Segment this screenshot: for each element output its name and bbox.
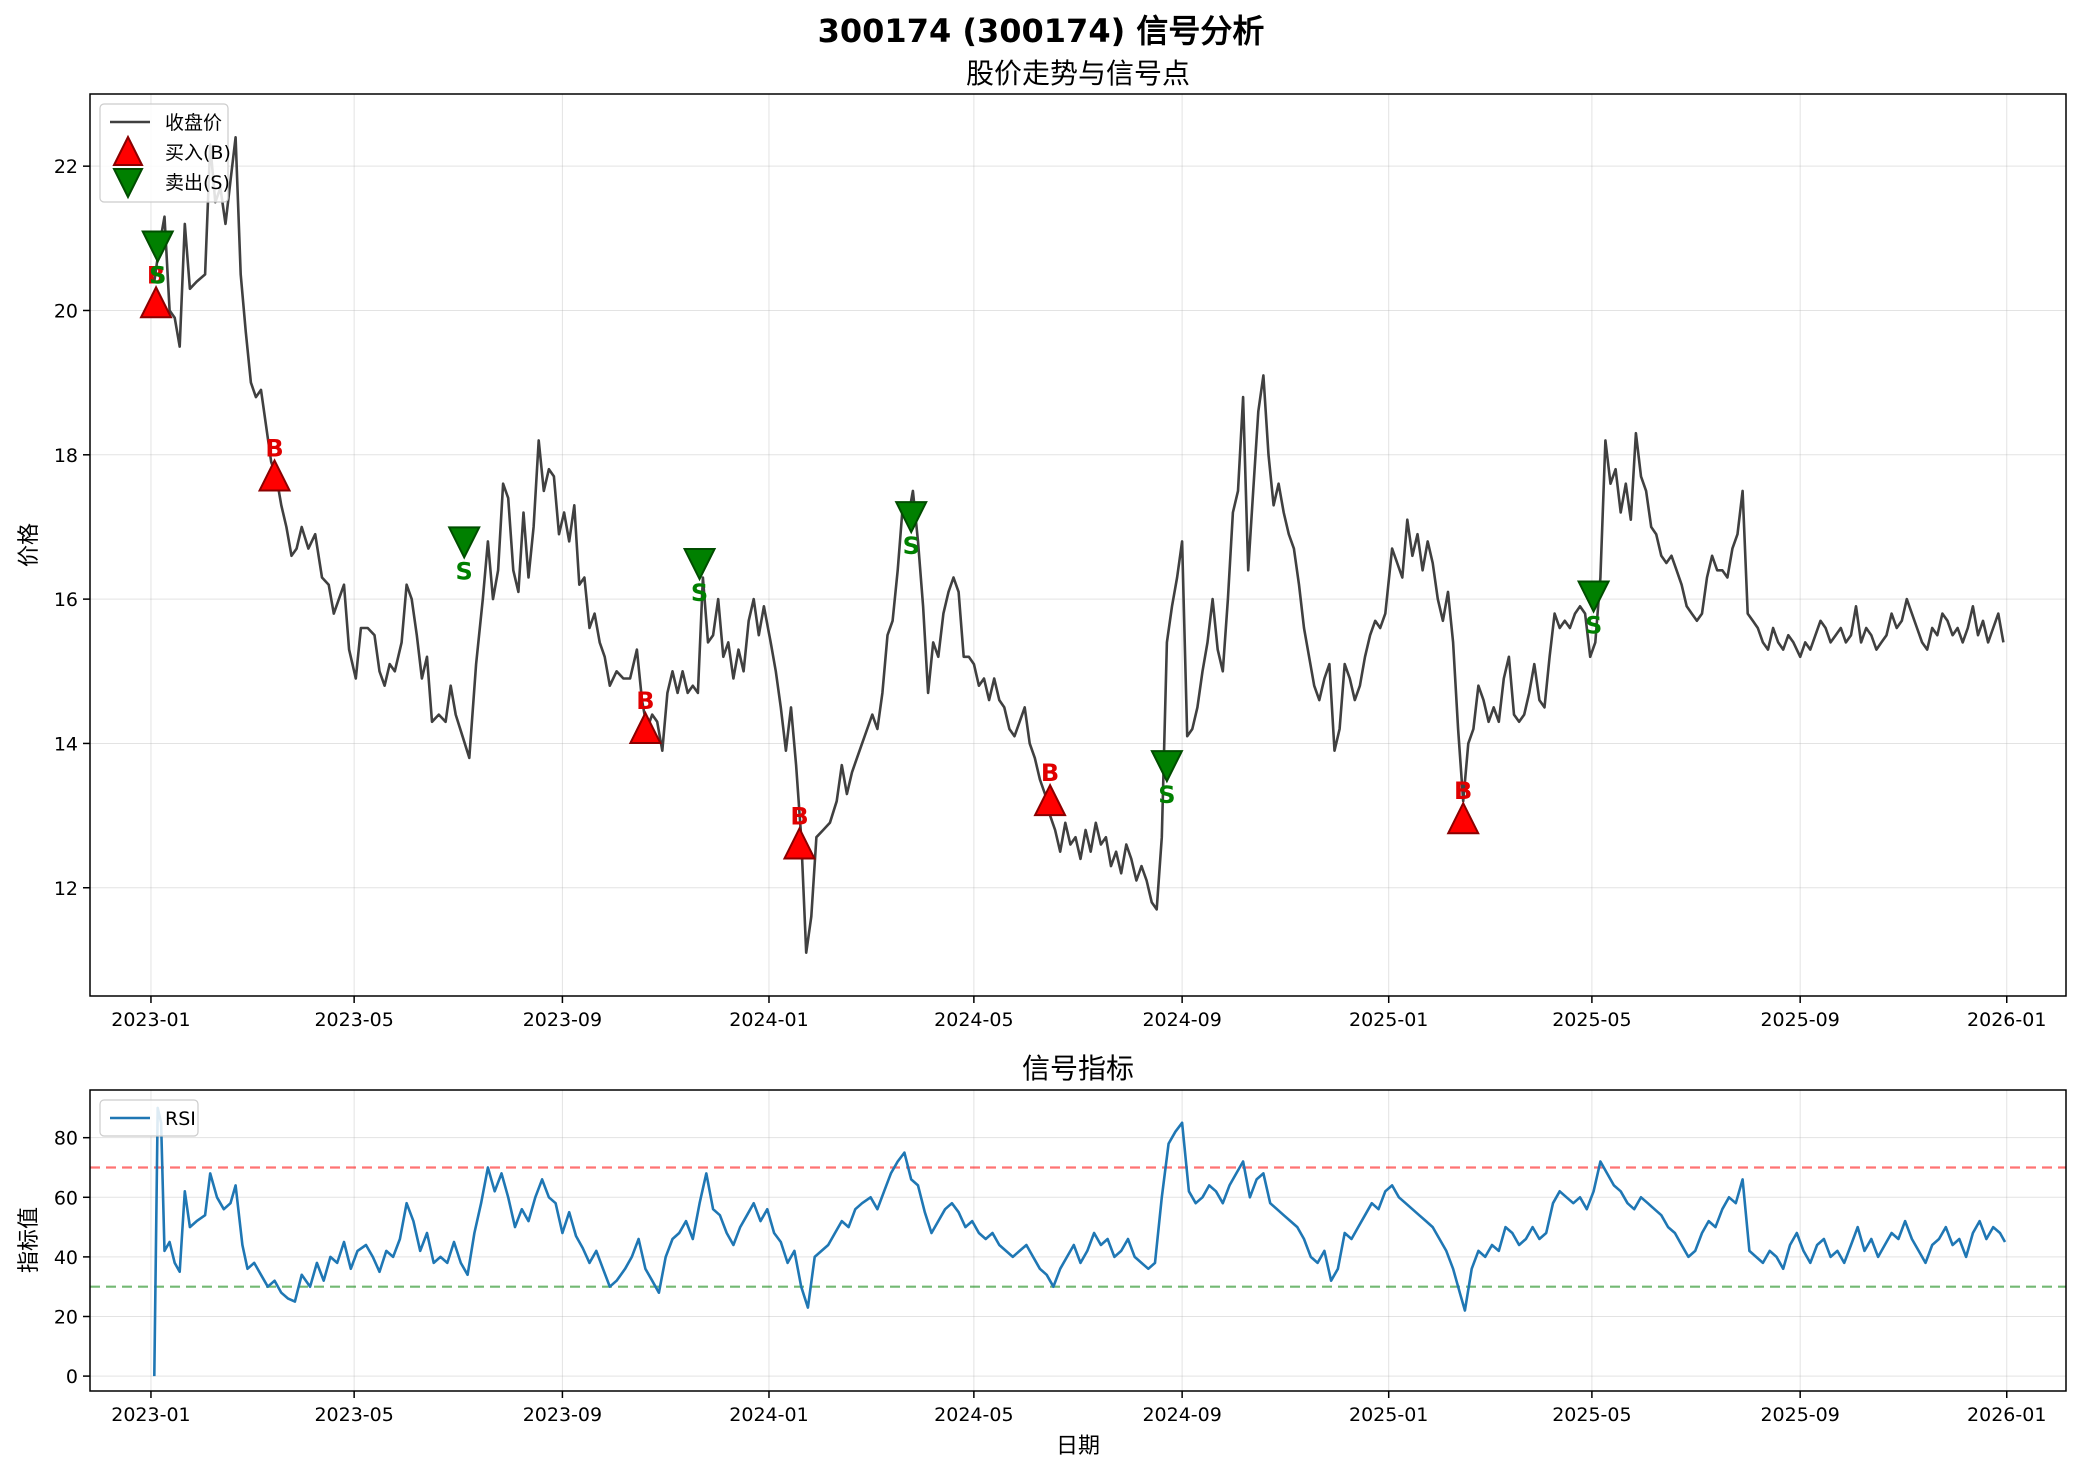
sell-signal-marker	[447, 526, 481, 560]
rsi-plot-frame	[89, 1089, 2067, 1392]
legend-buy-swatch	[112, 134, 144, 166]
price-plot-frame	[89, 93, 2067, 997]
legend-sell-swatch	[112, 168, 144, 200]
buy-signal-marker	[257, 458, 292, 492]
sell-signal-label: S	[691, 579, 708, 607]
rsi-chart-panel: 信号指标 2023-01 2023-05 2023-09 2024-01 2024-05…	[17, 1052, 2067, 1459]
rsi-line	[153, 1106, 2007, 1377]
sell-signal-label: S	[903, 532, 920, 560]
rsi-xtick-label: 2023-01	[111, 1404, 190, 1426]
legend-buy-label: 买入(B)	[165, 142, 231, 164]
rsi-ytick-label: 60	[54, 1187, 78, 1209]
sell-signal-marker	[682, 548, 717, 582]
price-xtick-label: 2023-05	[314, 1009, 393, 1031]
rsi-xtick-label: 2024-05	[934, 1404, 1013, 1426]
price-ytick-label: 14	[54, 733, 78, 755]
legend-sell-label: 卖出(S)	[165, 172, 230, 194]
price-chart-title: 股价走势与信号点	[966, 57, 1190, 90]
rsi-xlabel: 日期	[1056, 1434, 1100, 1459]
rsi-xtick-label: 2023-05	[314, 1404, 393, 1426]
rsi-ytick-label: 40	[54, 1247, 78, 1269]
price-ylabel: 价格	[17, 523, 42, 567]
buy-signal-marker	[1033, 782, 1067, 817]
rsi-xtick-label: 2025-01	[1349, 1404, 1428, 1426]
rsi-xtick-label: 2025-05	[1552, 1404, 1631, 1426]
price-ytick-label: 18	[54, 445, 78, 467]
price-legend: 收盘价 买入(B) 卖出(S)	[99, 103, 231, 203]
sell-signal-label: S	[149, 262, 166, 290]
rsi-reference-lines	[90, 1166, 2066, 1288]
figure-title: 300174 (300174) 信号分析	[818, 12, 1265, 50]
rsi-ytick-label: 0	[66, 1366, 78, 1388]
legend-price-label: 收盘价	[165, 112, 222, 134]
sell-signal-label: S	[1585, 612, 1602, 640]
rsi-chart-title: 信号指标	[1022, 1052, 1134, 1085]
rsi-xtick-label: 2023-09	[523, 1404, 602, 1426]
buy-signal-label: B	[265, 434, 283, 462]
price-xtick-label: 2024-01	[729, 1009, 808, 1031]
price-xtick-label: 2024-05	[934, 1009, 1013, 1031]
rsi-xtick-label: 2026-01	[1967, 1404, 2046, 1426]
rsi-grid	[90, 1090, 2066, 1391]
sell-signal-marker	[1150, 750, 1184, 784]
sell-signal-label: S	[456, 557, 473, 585]
price-series	[153, 136, 2005, 954]
price-xtick-label: 2025-01	[1349, 1009, 1428, 1031]
buy-signal-marker	[782, 826, 817, 860]
price-ytick-label: 20	[54, 300, 78, 322]
rsi-xtick-label: 2025-09	[1760, 1404, 1839, 1426]
sell-signal-marker	[894, 501, 928, 535]
price-ytick-label: 12	[54, 878, 78, 900]
price-xtick-label: 2023-09	[523, 1009, 602, 1031]
buy-signal-marker	[139, 285, 173, 319]
rsi-ytick-label: 20	[54, 1306, 78, 1328]
price-xtick-label: 2025-05	[1552, 1009, 1631, 1031]
buy-signal-label: B	[636, 687, 654, 715]
price-ytick-label: 16	[54, 589, 78, 611]
rsi-series	[153, 1106, 2007, 1377]
price-grid	[90, 94, 2066, 996]
sell-signal-label: S	[1158, 781, 1175, 809]
price-ticks: 2023-01 2023-05 2023-09 2024-01 2024-05 2024-…	[54, 156, 2047, 1031]
price-xtick-label: 2026-01	[1967, 1009, 2046, 1031]
price-ytick-label: 22	[54, 156, 78, 178]
rsi-legend: RSI	[99, 1099, 199, 1137]
buy-signal-label: B	[147, 261, 165, 289]
legend-rsi-label: RSI	[165, 1108, 196, 1130]
buy-signal-label: B	[790, 802, 808, 830]
price-xtick-label: 2024-09	[1142, 1009, 1221, 1031]
buy-signal-label: B	[1454, 777, 1472, 805]
buy-signal-marker	[1446, 800, 1480, 835]
buy-signal-marker	[628, 710, 662, 745]
price-xtick-label: 2025-09	[1760, 1009, 1839, 1031]
rsi-xtick-label: 2024-01	[729, 1404, 808, 1426]
rsi-ylabel: 指标值	[17, 1207, 42, 1273]
sell-signal-marker	[1576, 580, 1611, 614]
rsi-ytick-label: 80	[54, 1128, 78, 1150]
price-xtick-label: 2023-01	[111, 1009, 190, 1031]
price-line	[153, 136, 2005, 954]
buy-signal-label: B	[1041, 759, 1059, 787]
rsi-xtick-label: 2024-09	[1142, 1404, 1221, 1426]
sell-signal-marker	[141, 230, 175, 264]
rsi-ticks: 2023-01 2023-05 2023-09 2024-01 2024-05 2024-…	[54, 1128, 2047, 1426]
